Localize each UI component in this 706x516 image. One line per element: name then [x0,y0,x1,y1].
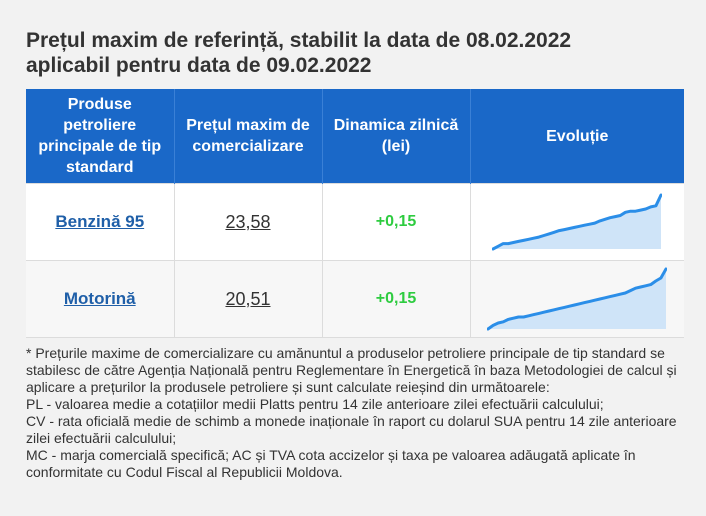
footnote-pl: PL - valoarea medie a cotațiilor medii P… [26,396,604,412]
fuel-price-table: Produse petroliere principale de tip sta… [26,89,684,338]
header-evolution: Evoluție [470,89,684,184]
delta-benzina-95: +0,15 [375,213,417,230]
title-line-1: Prețul maxim de referință, stabilit la d… [26,29,572,52]
sparkline-benzina-95 [492,193,663,251]
table-row: Motorină 20,51 +0,15 [26,260,684,338]
footnotes: * Prețurile maxime de comercializare cu … [26,345,686,481]
price-link-motorina[interactable]: 20,51 [225,288,271,309]
sparkline-line [487,267,668,331]
price-link-benzina-95[interactable]: 23,58 [225,211,271,232]
header-daily-dynamic: Dinamica zilnică (lei) [322,89,471,184]
table-header-row: Produse petroliere principale de tip sta… [26,89,684,184]
footnote-mc: MC - marja comercială specifică; AC și T… [26,447,636,480]
title-line-2: aplicabil pentru data de 09.02.2022 [26,54,372,77]
header-products: Produse petroliere principale de tip sta… [26,89,175,184]
table-row: Benzină 95 23,58 +0,15 [26,183,684,261]
product-link-benzina-95[interactable]: Benzină 95 [55,212,145,231]
footnote-cv: CV - rata oficială medie de schimb a mon… [26,413,677,446]
delta-motorina: +0,15 [375,290,417,307]
page-title: Prețul maxim de referință, stabilit la d… [26,28,686,78]
footnote-intro: * Prețurile maxime de comercializare cu … [26,345,677,395]
header-max-price: Prețul maxim de comercializare [174,89,323,184]
sparkline-motorina [487,267,668,331]
product-link-motorina[interactable]: Motorină [63,289,136,308]
sparkline-area [493,195,662,249]
sparkline-area [488,269,667,329]
sparkline-line [492,193,663,251]
